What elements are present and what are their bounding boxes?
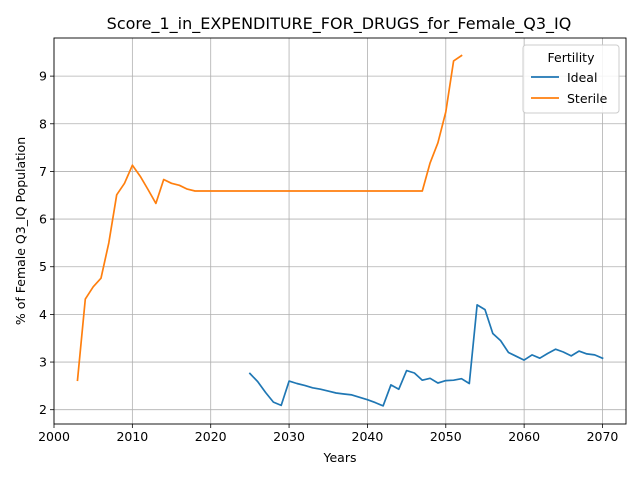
plot-frame (53, 37, 627, 425)
y-tick-label: 3 (39, 355, 47, 370)
y-tick-label: 4 (39, 307, 47, 322)
x-tick-label: 2020 (195, 429, 227, 444)
y-tick-label: 7 (39, 164, 47, 179)
legend-title: Fertility (548, 50, 596, 65)
y-tick-label: 9 (39, 69, 47, 84)
series-line-sterile (76, 54, 463, 382)
x-tick-label: 2060 (508, 429, 540, 444)
series-line-ideal (248, 304, 604, 407)
x-tick-label: 2040 (352, 429, 384, 444)
axis-ticks: 2000 2010 2020 2030 2040 2050 2060 2070 2 3 4 5 6 7 8 9 (38, 69, 618, 444)
y-tick-label: 6 (39, 212, 47, 227)
series-layer (76, 54, 604, 407)
x-tick-label: 2010 (116, 429, 148, 444)
y-tick-label: 2 (39, 402, 47, 417)
chart-title: Score_1_in_EXPENDITURE_FOR_DRUGS_for_Fem… (107, 14, 572, 34)
x-tick-label: 2050 (430, 429, 462, 444)
legend-box (522, 44, 620, 114)
y-axis-label: % of Female Q3_IQ Population (13, 137, 28, 325)
legend-label-ideal: Ideal (567, 70, 597, 85)
legend: Fertility Ideal Sterile (522, 44, 620, 114)
y-tick-label: 8 (39, 116, 47, 131)
legend-label-sterile: Sterile (567, 91, 608, 106)
x-tick-label: 2070 (587, 429, 619, 444)
x-tick-label: 2030 (273, 429, 305, 444)
x-tick-label: 2000 (38, 429, 70, 444)
y-tick-label: 5 (39, 259, 47, 274)
x-axis-label: Years (323, 450, 357, 465)
